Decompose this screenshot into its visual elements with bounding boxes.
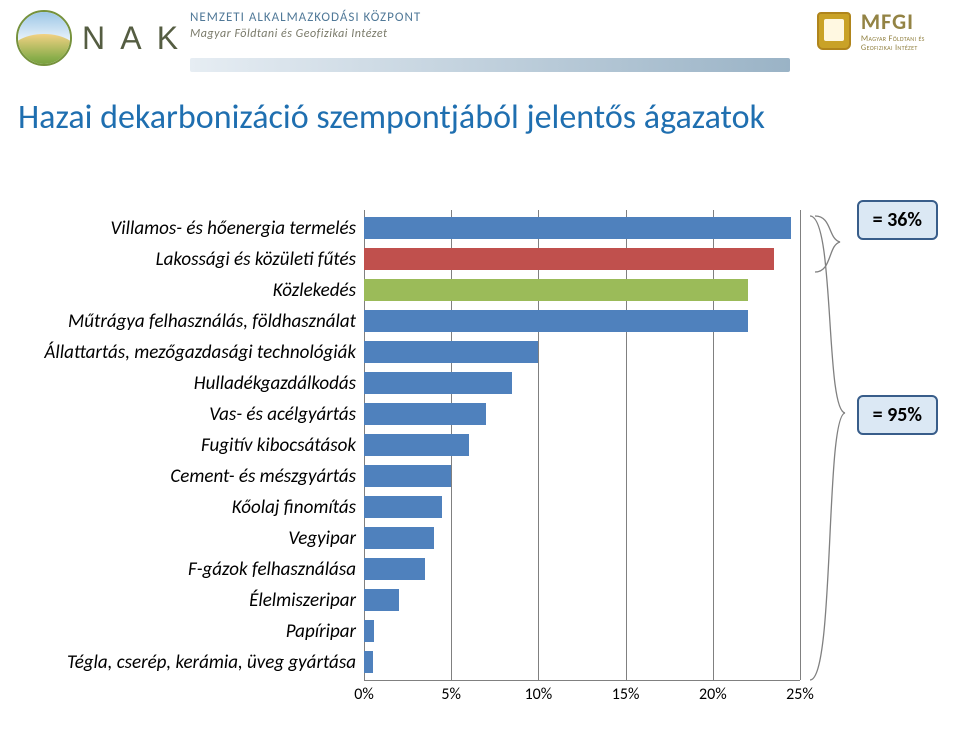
mfgi-big: MFGI bbox=[861, 8, 925, 35]
bar bbox=[364, 558, 425, 580]
bar-chart: 0%5%10%15%20%25%Villamos- és hőenergia t… bbox=[18, 210, 800, 708]
bar bbox=[364, 434, 469, 456]
x-tick-label: 20% bbox=[699, 685, 727, 704]
bar bbox=[364, 496, 442, 518]
y-label: Cement- és mészgyártás bbox=[170, 467, 356, 486]
bar bbox=[364, 248, 774, 270]
bar bbox=[364, 465, 451, 487]
y-label: F-gázok felhasználása bbox=[188, 560, 356, 579]
nak-icon bbox=[16, 10, 72, 66]
y-label: Tégla, cserép, kerámia, üveg gyártása bbox=[67, 653, 356, 672]
y-label: Vegyipar bbox=[288, 529, 356, 548]
brace-bottom-icon bbox=[800, 214, 860, 684]
header-line2: Magyar Földtani és Geofizikai Intézet bbox=[190, 27, 790, 41]
bar bbox=[364, 403, 486, 425]
bar bbox=[364, 341, 538, 363]
bar bbox=[364, 620, 374, 642]
bar bbox=[364, 372, 512, 394]
x-tick-label: 25% bbox=[786, 685, 814, 704]
bar bbox=[364, 279, 748, 301]
nak-logo: N A K bbox=[16, 10, 182, 66]
x-tick-label: 5% bbox=[441, 685, 461, 704]
header: N A K NEMZETI ALKALMAZKODÁSI KÖZPONT Mag… bbox=[0, 0, 960, 78]
y-label: Papíripar bbox=[286, 622, 356, 641]
y-label: Fugitív kibocsátások bbox=[201, 436, 356, 455]
y-label: Élelmiszeripar bbox=[249, 591, 356, 610]
y-label: Állattartás, mezőgazdasági technológiák bbox=[44, 343, 356, 362]
mfgi-icon bbox=[817, 12, 851, 50]
bar bbox=[364, 589, 399, 611]
y-label: Műtrágya felhasználás, földhasználat bbox=[68, 312, 356, 331]
x-tick-label: 15% bbox=[612, 685, 640, 704]
nak-text: N A K bbox=[82, 20, 182, 57]
x-tick-label: 10% bbox=[525, 685, 553, 704]
y-label: Közlekedés bbox=[273, 281, 356, 300]
mfgi-small2: Geofizikai Intézet bbox=[861, 44, 925, 53]
plot-area bbox=[364, 210, 800, 681]
y-label: Villamos- és hőenergia termelés bbox=[111, 219, 357, 238]
y-label: Lakossági és közületi fűtés bbox=[156, 250, 356, 269]
bar bbox=[364, 310, 748, 332]
mfgi-logo: MFGI Magyar Földtani és Geofizikai Intéz… bbox=[796, 8, 946, 54]
y-label: Vas- és acélgyártás bbox=[209, 405, 356, 424]
brace-top-icon bbox=[810, 214, 860, 274]
header-line1: NEMZETI ALKALMAZKODÁSI KÖZPONT bbox=[190, 10, 790, 25]
x-tick-label: 0% bbox=[354, 685, 374, 704]
slide-title: Hazai dekarbonizáció szempontjából jelen… bbox=[18, 98, 798, 137]
bar bbox=[364, 651, 373, 673]
callout-36: = 36% bbox=[857, 200, 938, 240]
y-label: Kőolaj finomítás bbox=[232, 498, 356, 517]
bar bbox=[364, 527, 434, 549]
bar bbox=[364, 217, 791, 239]
grid-line bbox=[800, 210, 801, 680]
header-gradient-bar bbox=[190, 58, 790, 72]
callout-95: = 95% bbox=[857, 395, 938, 435]
y-label: Hulladékgazdálkodás bbox=[194, 374, 356, 393]
